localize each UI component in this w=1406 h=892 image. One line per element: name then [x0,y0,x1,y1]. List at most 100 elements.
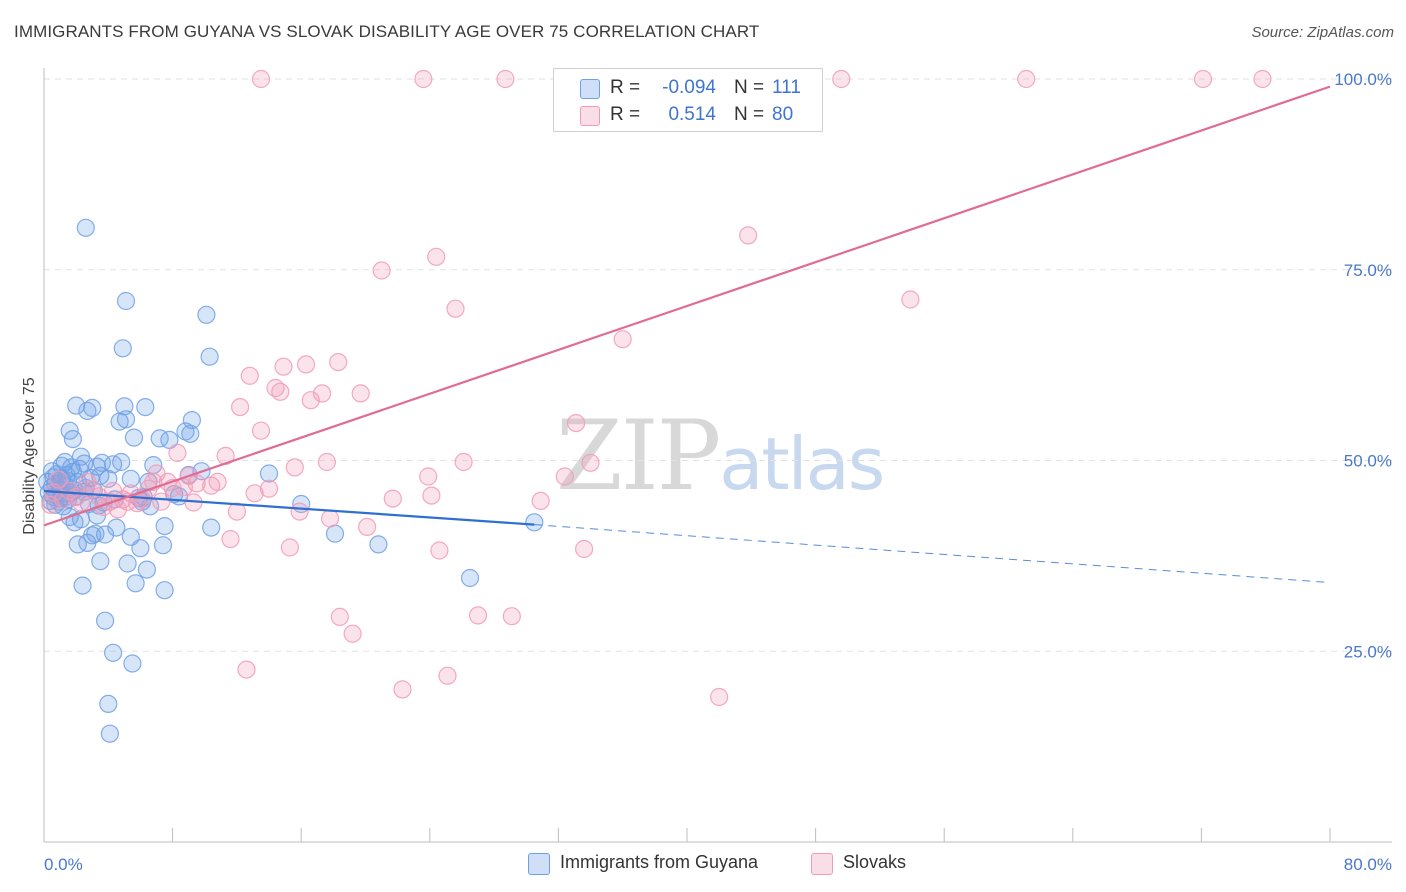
legend-n-value: 111 [772,77,801,98]
point-slovaks [251,421,271,440]
point-slovaks [832,69,851,89]
y-tick-label: 50.0% [1344,452,1392,471]
point-guyana [369,535,388,554]
point-guyana [153,536,173,555]
point-guyana [112,452,131,472]
point-slovaks [901,290,920,309]
point-slovaks [427,247,446,266]
point-slovaks [531,491,550,510]
point-slovaks [240,366,259,385]
legend-n-label: N = [734,104,765,125]
point-guyana [155,581,174,600]
legend-r-value: -0.094 [662,77,716,98]
point-slovaks [158,472,177,491]
point-guyana [68,535,87,554]
point-guyana [182,411,201,430]
point-guyana [113,339,132,358]
point-guyana [160,430,179,449]
point-guyana [116,291,136,311]
trend-line-slovaks [43,85,1331,527]
y-tick-label: 100.0% [1334,70,1392,89]
point-guyana [95,525,115,544]
point-slovaks [1253,69,1272,89]
point-guyana [197,305,216,324]
legend-r-label: R = [610,104,641,125]
legend-row-slovaks: R = 0.514 N = 80 [554,102,822,128]
point-slovaks [227,502,246,521]
x-tick-label: 80.0% [1344,855,1392,874]
point-slovaks [468,606,488,625]
point-slovaks [271,382,290,401]
point-guyana [155,516,174,536]
point-guyana [67,396,86,415]
point-guyana [76,218,95,237]
stats-legend: R = -0.094 N = 111 R = 0.514 N = 80 [553,68,823,132]
point-slovaks [438,666,457,685]
point-guyana [176,422,195,441]
point-slovaks [393,680,412,699]
point-guyana [325,524,345,543]
point-guyana [259,464,279,483]
point-slovaks [49,470,68,489]
point-guyana [99,694,118,714]
legend-label-slovaks: Slovaks [843,852,907,872]
point-guyana [126,574,145,593]
point-guyana [86,524,105,543]
point-slovaks [187,474,206,493]
point-guyana [103,643,123,662]
point-slovaks [259,479,279,498]
point-slovaks [251,69,271,89]
point-slovaks [208,472,227,491]
point-slovaks [313,384,332,403]
point-slovaks [221,529,240,549]
point-slovaks [555,467,574,486]
point-guyana [525,513,544,532]
watermark: ZIPatlas [556,400,885,512]
point-slovaks [383,489,402,508]
point-slovaks [280,538,299,557]
point-slovaks [301,391,320,410]
point-slovaks [430,541,449,560]
point-slovaks [502,607,521,626]
point-slovaks [330,607,349,627]
point-guyana [136,398,155,417]
point-slovaks [168,443,187,462]
axes [43,68,1392,843]
data-points [38,69,1272,743]
axis-labels: 25.0% 50.0% 75.0% 100.0% 0.0% 80.0% Disability… [21,70,1392,874]
point-slovaks [245,484,264,503]
point-guyana [118,554,137,573]
point-guyana [121,469,140,488]
legend-r-label: R = [610,77,641,98]
point-slovaks [738,226,758,245]
point-guyana [124,428,144,447]
watermark-atlas: atlas [719,422,885,506]
point-slovaks [1193,69,1213,89]
chart-title: IMMIGRANTS FROM GUYANA VS SLOVAK DISABIL… [14,22,760,41]
point-slovaks [496,69,515,89]
point-guyana [83,398,102,417]
point-guyana [63,430,83,449]
y-tick-label: 75.0% [1344,261,1392,280]
point-slovaks [296,355,316,374]
point-slovaks [574,539,594,559]
point-guyana [200,347,219,366]
point-guyana [91,552,110,571]
legend-n-label: N = [734,77,765,98]
point-guyana [107,518,126,537]
point-guyana [123,654,142,673]
legend-swatch-slovaks [580,106,600,126]
point-guyana [100,724,120,743]
point-guyana [116,410,136,429]
trend-lines [43,85,1331,584]
point-slovaks [414,69,433,89]
point-guyana [137,560,156,579]
x-tick-label: 0.0% [44,855,83,874]
point-slovaks [290,502,309,521]
point-slovaks [317,452,336,472]
point-slovaks [358,517,377,537]
source-label: Source: ZipAtlas.com [1251,24,1394,41]
point-slovaks [581,453,600,472]
point-guyana [202,518,221,537]
